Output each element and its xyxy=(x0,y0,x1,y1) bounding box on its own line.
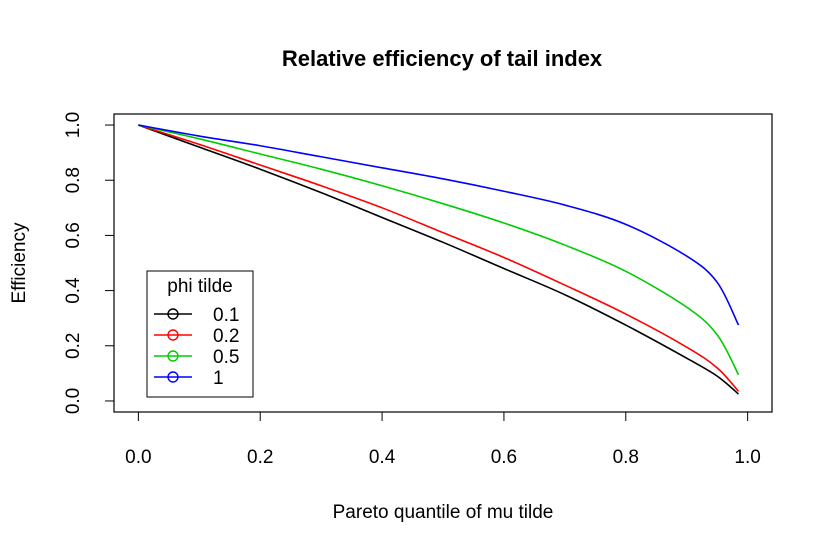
y-axis: 0.0 0.2 0.4 0.6 0.8 1.0 xyxy=(63,112,115,414)
y-tick-label: 0.2 xyxy=(63,333,84,359)
y-tick-label: 1.0 xyxy=(63,112,84,138)
y-tick-label: 0.8 xyxy=(63,167,84,193)
legend-label-2: 0.5 xyxy=(213,347,239,368)
y-tick-label: 0.6 xyxy=(63,222,84,248)
legend-title: phi tilde xyxy=(167,276,233,297)
y-axis-label: Efficiency xyxy=(9,222,30,303)
x-axis-label: Pareto quantile of mu tilde xyxy=(333,502,554,523)
legend: phi tilde 0.10.20.51 xyxy=(146,270,254,398)
x-tick-label: 0.6 xyxy=(491,447,517,468)
legend-marker-0 xyxy=(167,308,179,320)
series-line-2 xyxy=(138,124,740,376)
x-tick-label: 0.8 xyxy=(613,447,639,468)
x-tick-label: 0.2 xyxy=(247,447,273,468)
chart-title: Relative efficiency of tail index xyxy=(282,46,603,71)
y-tick-label: 0.4 xyxy=(63,277,84,304)
legend-marker-3 xyxy=(167,371,179,383)
series-line-1 xyxy=(138,124,740,392)
legend-box xyxy=(146,270,254,398)
x-tick-label: 0.0 xyxy=(125,447,151,468)
y-tick-label: 0.0 xyxy=(63,388,84,414)
series-line-0 xyxy=(138,124,740,395)
legend-label-1: 0.2 xyxy=(213,326,239,347)
series-layer xyxy=(138,124,740,395)
x-axis: 0.0 0.2 0.4 0.6 0.8 1.0 xyxy=(125,411,761,468)
legend-marker-2 xyxy=(167,350,179,362)
legend-label-0: 0.1 xyxy=(213,305,239,326)
series-line-3 xyxy=(138,124,740,326)
legend-marker-1 xyxy=(167,329,179,341)
x-tick-label: 1.0 xyxy=(734,447,760,468)
legend-label-3: 1 xyxy=(213,368,224,389)
x-tick-label: 0.4 xyxy=(369,447,396,468)
